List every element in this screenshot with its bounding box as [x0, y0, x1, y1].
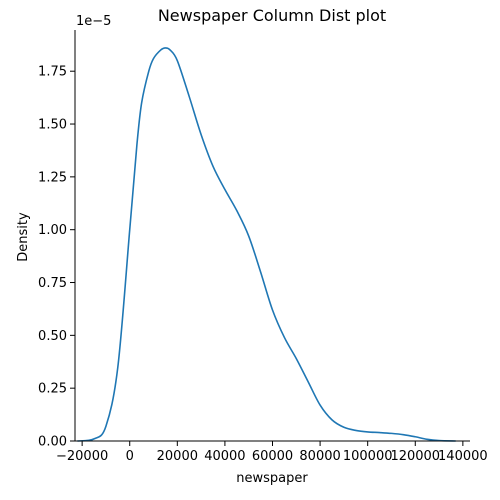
y-axis-label: Density	[16, 212, 31, 262]
chart-title: Newspaper Column Dist plot	[158, 6, 386, 25]
x-tick-label: 120000	[390, 449, 440, 464]
x-tick-label: 100000	[343, 449, 393, 464]
density-curve	[77, 47, 456, 442]
y-tick-label: 0.50	[38, 329, 67, 344]
x-tick-label: 20000	[157, 449, 198, 464]
x-tick-label: 80000	[299, 449, 340, 464]
x-axis-label: newspaper	[236, 471, 308, 486]
y-axis-offset-label: 1e−5	[76, 14, 111, 29]
x-tick-label: 140000	[438, 449, 488, 464]
y-tick-label: 1.25	[38, 170, 67, 185]
y-tick-label: 0.25	[38, 382, 67, 397]
x-tick-label: 60000	[252, 449, 293, 464]
x-tick-label: −20000	[56, 449, 108, 464]
y-tick-label: 1.75	[38, 65, 67, 80]
y-tick-label: 1.50	[38, 118, 67, 133]
axis-ticks: −20000 0 20000 40000 60000 80000 1000001200001…	[38, 65, 488, 464]
y-tick-label: 0.00	[38, 435, 67, 450]
y-tick-label: 1.00	[38, 223, 67, 238]
x-tick-label: 40000	[204, 449, 245, 464]
y-tick-label: 0.75	[38, 276, 67, 291]
series-layer	[77, 47, 456, 442]
x-tick-label: 0	[126, 449, 134, 464]
